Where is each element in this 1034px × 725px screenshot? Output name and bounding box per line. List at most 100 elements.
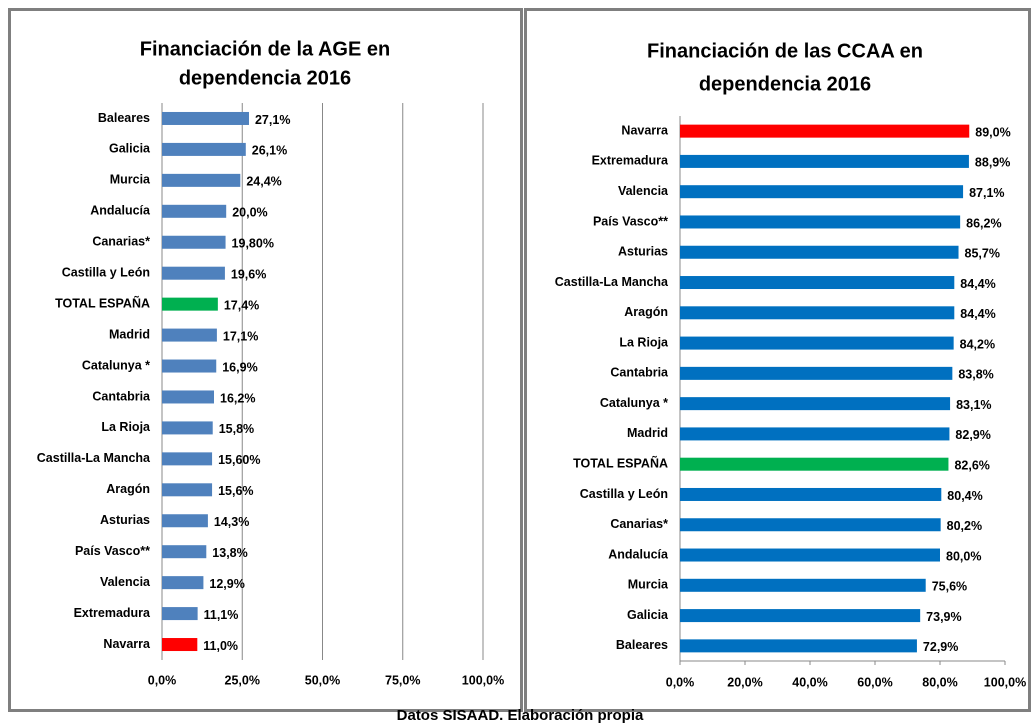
value-label: 82,9%: [955, 428, 990, 442]
bar: [162, 142, 246, 156]
category-label: Asturias: [100, 513, 150, 527]
bar: [680, 457, 949, 471]
bar: [680, 276, 955, 290]
right-panel: [524, 8, 1031, 712]
value-label: 86,2%: [966, 216, 1001, 230]
bar: [162, 297, 218, 311]
bar: [680, 124, 970, 138]
x-tick-label: 0,0%: [666, 675, 695, 689]
category-label: País Vasco**: [593, 214, 668, 228]
bar: [680, 185, 964, 199]
chart-title: dependencia 2016: [699, 73, 871, 95]
bar: [162, 452, 213, 466]
value-label: 11,1%: [204, 608, 239, 622]
bar: [680, 578, 926, 592]
value-label: 80,2%: [947, 519, 982, 533]
value-label: 88,9%: [975, 156, 1010, 170]
category-label: Madrid: [627, 426, 668, 440]
bar: [680, 154, 969, 168]
category-label: Valencia: [100, 575, 151, 589]
value-label: 24,4%: [246, 175, 281, 189]
category-label: Castilla-La Mancha: [555, 275, 669, 289]
bar: [162, 390, 215, 404]
bar: [680, 306, 955, 320]
x-tick-label: 25,0%: [225, 673, 260, 687]
bar: [680, 245, 959, 259]
bar: [162, 576, 204, 590]
value-label: 11,0%: [203, 639, 238, 653]
bar: [680, 487, 942, 501]
category-label: Catalunya *: [600, 396, 668, 410]
x-tick-label: 75,0%: [385, 673, 420, 687]
value-label: 84,4%: [960, 307, 995, 321]
value-label: 14,3%: [214, 515, 249, 529]
category-label: Murcia: [110, 173, 151, 187]
bar: [162, 638, 198, 652]
category-label: Castilla y León: [62, 265, 150, 279]
value-label: 83,1%: [956, 398, 991, 412]
value-label: 75,6%: [932, 580, 967, 594]
bar: [162, 235, 226, 249]
value-label: 80,4%: [947, 489, 982, 503]
x-tick-label: 50,0%: [305, 673, 340, 687]
value-label: 73,9%: [926, 610, 961, 624]
value-label: 17,4%: [224, 298, 259, 312]
category-label: País Vasco**: [75, 544, 150, 558]
value-label: 12,9%: [209, 577, 244, 591]
value-label: 27,1%: [255, 113, 290, 127]
x-tick-label: 100,0%: [462, 673, 504, 687]
category-label: Cantabria: [92, 389, 151, 403]
bar: [680, 427, 950, 441]
category-label: Extremadura: [592, 154, 669, 168]
category-label: Extremadura: [74, 606, 151, 620]
bar: [162, 483, 213, 497]
category-label: Aragón: [624, 305, 668, 319]
category-label: Aragón: [106, 482, 150, 496]
value-label: 84,4%: [960, 277, 995, 291]
value-label: 16,9%: [222, 360, 257, 374]
category-label: Castilla-La Mancha: [37, 451, 151, 465]
category-label: Cantabria: [610, 366, 669, 380]
bar: [680, 336, 954, 350]
category-label: Andalucía: [90, 204, 151, 218]
value-label: 83,8%: [958, 368, 993, 382]
category-label: TOTAL ESPAÑA: [573, 455, 668, 470]
category-label: Galicia: [109, 142, 151, 156]
left-panel: [8, 8, 523, 712]
category-label: La Rioja: [101, 420, 151, 434]
chart-title: Financiación de la AGE en: [140, 38, 390, 60]
category-label: Madrid: [109, 327, 150, 341]
value-label: 16,2%: [220, 391, 255, 405]
value-label: 20,0%: [232, 206, 267, 220]
chart-title: Financiación de las CCAA en: [647, 40, 923, 62]
bar: [680, 215, 961, 229]
value-label: 13,8%: [212, 546, 247, 560]
bar: [680, 366, 953, 380]
category-label: Asturias: [618, 245, 668, 259]
category-label: Valencia: [618, 184, 669, 198]
value-label: 19,80%: [232, 237, 274, 251]
category-label: Baleares: [98, 111, 150, 125]
category-label: TOTAL ESPAÑA: [55, 295, 150, 310]
category-label: Navarra: [103, 637, 151, 651]
bar: [680, 609, 921, 623]
category-label: Canarias*: [610, 517, 668, 531]
x-tick-label: 60,0%: [857, 675, 892, 689]
bar: [162, 421, 213, 435]
bar: [162, 266, 225, 280]
value-label: 17,1%: [223, 329, 258, 343]
x-tick-label: 80,0%: [922, 675, 957, 689]
x-tick-label: 0,0%: [148, 673, 177, 687]
value-label: 72,9%: [923, 640, 958, 654]
value-label: 84,2%: [960, 337, 995, 351]
value-label: 82,6%: [954, 458, 989, 472]
value-label: 15,60%: [218, 453, 260, 467]
bar: [680, 397, 951, 411]
category-label: Andalucía: [608, 547, 669, 561]
value-label: 26,1%: [252, 144, 287, 158]
category-label: Castilla y León: [580, 487, 668, 501]
value-label: 15,8%: [219, 422, 254, 436]
bar: [162, 204, 227, 218]
category-label: Baleares: [616, 638, 668, 652]
